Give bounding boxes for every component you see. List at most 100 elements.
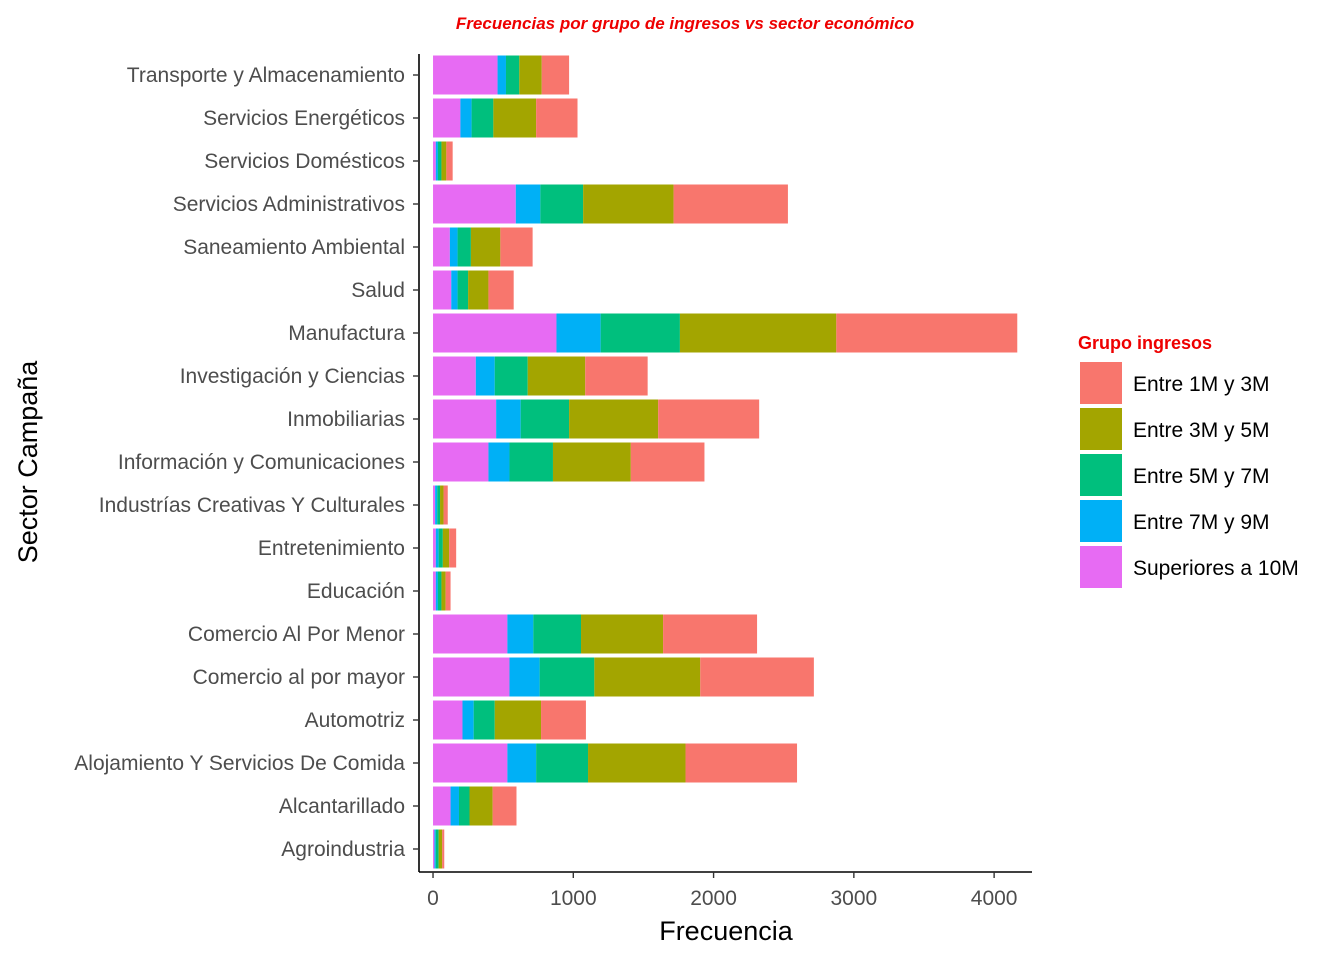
bar-segment: [433, 743, 508, 783]
bar-segment: [433, 399, 497, 439]
bar-segment: [494, 700, 542, 740]
y-tick-label: Servicios Domésticos: [204, 150, 405, 173]
bar-segment: [445, 571, 451, 611]
bar-segment: [494, 356, 528, 396]
bar-segment: [441, 571, 446, 611]
bar-segment: [488, 442, 510, 482]
bar-segment: [433, 442, 489, 482]
legend-label: Superiores a 10M: [1133, 557, 1299, 580]
legend-swatch: [1080, 500, 1122, 542]
y-tick-label: Servicios Energéticos: [203, 107, 405, 130]
legend: Grupo ingresos Entre 1M y 3M Entre 3M y 5…: [1078, 333, 1299, 588]
bar-segment: [433, 786, 451, 826]
x-tick-label: 3000: [830, 887, 877, 910]
bar-segment: [458, 786, 470, 826]
bar-segment: [442, 528, 450, 568]
bar-segment: [658, 399, 760, 439]
legend-swatch: [1080, 362, 1122, 404]
bar-segment: [700, 657, 814, 697]
y-tick-label: Agroindustria: [281, 838, 405, 861]
bar-segment: [488, 270, 514, 310]
bar-segment: [594, 657, 701, 697]
bar-segment: [440, 485, 444, 525]
bar-segment: [539, 657, 595, 697]
legend-swatch: [1080, 546, 1122, 588]
bar-segment: [438, 829, 443, 869]
bar-segment: [437, 141, 442, 181]
legend-items: Entre 1M y 3M Entre 3M y 5M Entre 5M y 7M E…: [1080, 362, 1299, 588]
bar-segment: [536, 98, 578, 138]
bar-segment: [583, 184, 674, 224]
bar-segment: [556, 313, 601, 353]
bar-segment: [471, 98, 494, 138]
bar-segment: [433, 98, 461, 138]
bar-segment: [457, 270, 469, 310]
legend-swatch: [1080, 408, 1122, 450]
bar-segment: [588, 743, 686, 783]
y-axis-title: Sector Campaña: [13, 360, 43, 564]
bar-segment: [433, 571, 436, 611]
bar-segment: [475, 356, 495, 396]
y-tick-label: Automotriz: [305, 709, 405, 732]
bar-segment: [460, 98, 472, 138]
bar-segment: [541, 55, 570, 95]
legend-label: Entre 3M y 5M: [1133, 419, 1270, 442]
axes: Transporte y Almacenamiento Servicios Ene…: [74, 54, 1032, 910]
legend-label: Entre 5M y 7M: [1133, 465, 1270, 488]
bar-segment: [446, 141, 453, 181]
legend-title: Grupo ingresos: [1078, 333, 1212, 353]
bar-segment: [433, 528, 436, 568]
y-tick-label: Alcantarillado: [279, 795, 405, 818]
bar-segment: [435, 528, 439, 568]
bar-segment: [600, 313, 680, 353]
y-tick-label: Investigación y Ciencias: [180, 365, 405, 388]
bar-segment: [679, 313, 837, 353]
bar-segment: [457, 227, 471, 267]
x-tick-label: 0: [427, 887, 439, 910]
bar-segment: [500, 227, 533, 267]
bar-segment: [434, 829, 436, 869]
bar-segment: [438, 528, 443, 568]
y-tick-label: Saneamiento Ambiental: [183, 236, 405, 259]
bar-segment: [433, 356, 476, 396]
bar-segment: [433, 141, 436, 181]
y-tick-label: Alojamiento Y Servicios De Comida: [74, 752, 405, 775]
bar-segment: [836, 313, 1018, 353]
bar-segment: [685, 743, 798, 783]
bar-segment: [493, 98, 537, 138]
bar-segment: [569, 399, 659, 439]
bar-segment: [442, 829, 445, 869]
bar-segment: [533, 614, 582, 654]
bar-segment: [519, 55, 542, 95]
y-tick-label: Información y Comunicaciones: [118, 451, 405, 474]
bar-segment: [473, 700, 495, 740]
bar-segment: [433, 184, 516, 224]
y-tick-label: Educación: [307, 580, 405, 603]
y-tick-label: Transporte y Almacenamiento: [127, 64, 405, 87]
bar-segment: [507, 614, 534, 654]
bar-segment: [462, 700, 474, 740]
bar-segment: [433, 270, 452, 310]
bar-segment: [433, 700, 463, 740]
bar-segment: [437, 485, 441, 525]
y-axis-ticks: Transporte y Almacenamiento Servicios Ene…: [74, 64, 419, 861]
bar-segment: [527, 356, 586, 396]
bar-segment: [441, 141, 447, 181]
bar-segment: [433, 829, 435, 869]
bar-segment: [470, 227, 501, 267]
bar-segment: [630, 442, 705, 482]
bar-segment: [450, 786, 459, 826]
bar-segment: [509, 657, 540, 697]
bar-segment: [468, 270, 489, 310]
bar-segment: [507, 743, 537, 783]
x-axis-title: Frecuencia: [659, 916, 794, 946]
y-tick-label: Salud: [351, 279, 405, 302]
bar-segment: [433, 227, 450, 267]
bar-segment: [451, 270, 458, 310]
bar-segment: [581, 614, 664, 654]
bar-segment: [435, 829, 439, 869]
bar-segment: [541, 700, 586, 740]
x-tick-label: 1000: [550, 887, 597, 910]
bar-segment: [449, 528, 457, 568]
y-tick-label: Inmobiliarias: [287, 408, 405, 431]
